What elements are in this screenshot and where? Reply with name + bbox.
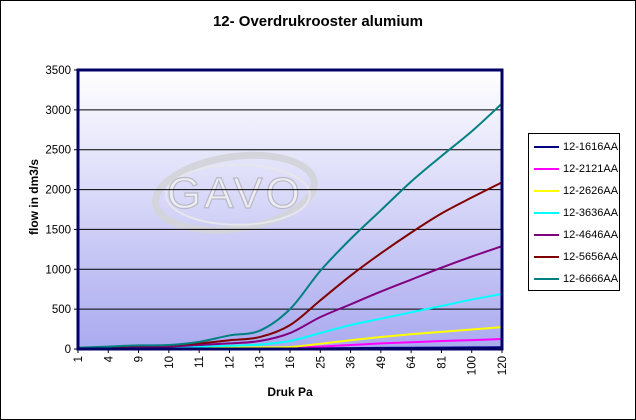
legend-item: 12-2626AA: [529, 180, 619, 202]
x-tick-label: 13: [255, 356, 267, 369]
y-tick-label: 1000: [45, 264, 71, 276]
y-tick-label: 2000: [45, 185, 71, 197]
x-axis-label: Druk Pa: [267, 385, 313, 399]
legend-label: 12-2121AA: [563, 163, 619, 175]
y-tick-label: 3500: [45, 65, 71, 77]
legend-item: 12-4646AA: [529, 224, 619, 246]
legend-swatch: [534, 168, 559, 170]
legend-item: 12-2121AA: [529, 158, 619, 180]
x-tick-label: 25: [315, 356, 327, 369]
legend-item: 12-1616AA: [529, 136, 619, 158]
x-tick-label: 81: [436, 356, 448, 369]
legend-item: 12-6666AA: [529, 268, 619, 290]
gavo-watermark: GAVO: [152, 151, 318, 234]
legend-label: 12-4646AA: [563, 229, 619, 241]
y-tick-label: 500: [52, 304, 71, 316]
x-tick-label: 11: [194, 356, 206, 368]
series-line-12-6666AA: [77, 102, 503, 349]
x-tick-label: 16: [285, 356, 297, 369]
legend-label: 12-1616AA: [563, 141, 619, 153]
x-tick-label: 9: [134, 356, 146, 362]
x-tick-label: 64: [406, 355, 418, 368]
y-tick-label: 2500: [45, 145, 71, 157]
legend-label: 12-3636AA: [563, 207, 619, 219]
legend-item: 12-5656AA: [529, 246, 619, 268]
legend-swatch: [534, 190, 559, 192]
chart-title: 12- Overdrukrooster alumium: [212, 13, 424, 30]
legend-swatch: [534, 278, 559, 280]
legend-label: 12-2626AA: [563, 185, 619, 197]
x-tick-label: 10: [164, 356, 176, 369]
y-tick-label: 0: [65, 344, 71, 356]
x-tick-label: 120: [497, 356, 509, 375]
legend-label: 12-6666AA: [563, 273, 619, 285]
x-tick-label: 100: [467, 356, 479, 375]
legend-label: 12-5656AA: [563, 251, 619, 263]
y-tick-label: 3000: [45, 105, 71, 117]
x-tick-label: 1: [73, 356, 85, 362]
svg-text:GAVO: GAVO: [167, 169, 303, 218]
x-tick-label: 49: [376, 356, 388, 369]
y-tick-label: 1500: [45, 224, 71, 236]
legend-swatch: [534, 256, 559, 258]
x-tick-label: 4: [103, 355, 115, 362]
legend-swatch: [534, 212, 559, 214]
legend: 12-1616AA 12-2121AA 12-2626AA 12-3636AA 12-4…: [528, 133, 620, 291]
x-tick-label: 12: [224, 356, 236, 369]
plot-border: [76, 68, 504, 351]
y-axis-label: flow in dm3/s: [27, 159, 41, 236]
x-tick-label: 36: [346, 356, 358, 369]
legend-swatch: [534, 146, 559, 148]
legend-swatch: [534, 234, 559, 236]
legend-item: 12-3636AA: [529, 202, 619, 224]
